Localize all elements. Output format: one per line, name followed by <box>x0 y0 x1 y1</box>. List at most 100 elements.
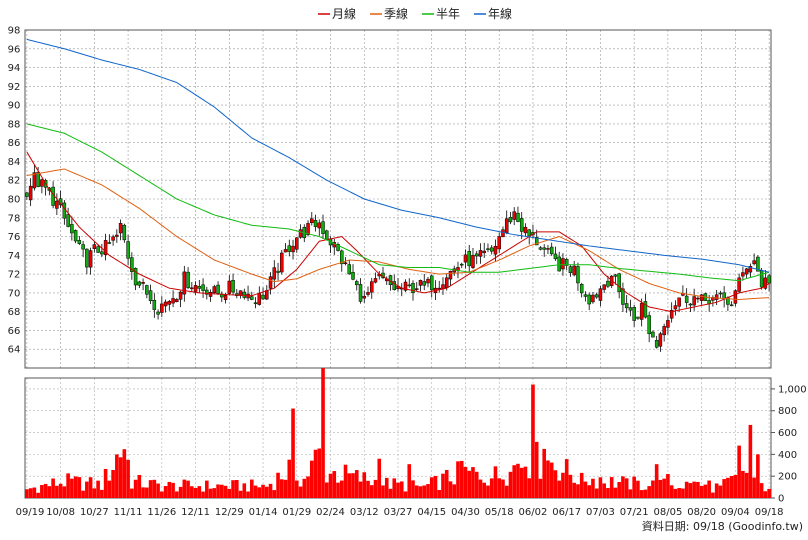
candle-down <box>156 311 160 315</box>
date-tick-label: 01/29 <box>282 507 311 518</box>
volume-bar <box>193 487 198 498</box>
volume-bar <box>471 467 475 498</box>
volume-bar <box>223 485 228 498</box>
volume-bar <box>744 472 749 498</box>
volume-bar <box>287 459 292 498</box>
volume-bar <box>726 477 730 498</box>
candle-up <box>677 297 681 307</box>
candle-down <box>617 273 621 293</box>
candle-down <box>287 245 292 252</box>
candle-down <box>624 303 629 309</box>
volume-bar <box>351 473 355 498</box>
candle-up <box>40 179 44 187</box>
volume-bar <box>688 483 693 498</box>
candle-down <box>231 279 235 293</box>
volume-bar <box>126 459 130 498</box>
volume-bar <box>358 481 363 498</box>
candle-down <box>62 202 67 219</box>
candle-down <box>553 253 558 260</box>
candle-down <box>542 247 546 250</box>
volume-bar <box>621 476 625 498</box>
date-tick-label: 12/11 <box>181 507 210 518</box>
candle-down <box>197 286 202 289</box>
candle-down <box>242 291 247 298</box>
price-tick-label: 74 <box>8 251 21 262</box>
volume-bar <box>220 484 224 498</box>
volume-bar <box>658 479 663 498</box>
candle-up <box>744 268 749 275</box>
candle-up <box>699 294 704 301</box>
candle-up <box>546 248 550 250</box>
candle-down <box>632 307 636 321</box>
volume-bar <box>205 480 209 498</box>
candle-down <box>628 307 633 311</box>
candle-up <box>572 265 576 276</box>
candle-down <box>85 248 89 268</box>
ma-line-半年 <box>26 123 770 282</box>
volume-bar <box>433 475 438 498</box>
volume-bar <box>643 489 648 498</box>
volume-bar <box>246 491 250 498</box>
volume-bar <box>354 470 359 498</box>
volume-bar <box>156 483 160 498</box>
volume-bar <box>283 479 288 498</box>
volume-tick-label: 0 <box>778 494 784 505</box>
axes: 64 66 68 70 72 74 76 78 80 82 84 86 88 90 92 94 96 98 0 200… <box>8 26 807 519</box>
candle-up <box>463 254 468 263</box>
volume-bar <box>51 478 55 498</box>
candle-down <box>351 272 355 280</box>
volume-bar <box>429 477 434 498</box>
price-tick-label: 90 <box>8 101 21 112</box>
volume-bar <box>66 473 70 498</box>
candle-down <box>688 303 693 306</box>
price-tick-label: 64 <box>8 345 21 356</box>
volume-bar <box>272 490 277 498</box>
candle-down <box>474 253 479 257</box>
candle-down <box>250 296 254 300</box>
volume-bar <box>384 477 389 498</box>
volume-bar <box>298 486 303 498</box>
volume-bar <box>594 488 599 498</box>
volume-bar <box>339 480 344 498</box>
candle-down <box>422 281 426 286</box>
price-tick-label: 92 <box>8 82 21 93</box>
date-tick-label: 12/29 <box>215 507 244 518</box>
candle-down <box>647 315 651 335</box>
volume-bar <box>28 488 33 498</box>
candle-up <box>696 297 700 300</box>
candle-up <box>658 333 663 347</box>
volume-bar <box>587 485 591 498</box>
candle-up <box>118 223 123 234</box>
volume-bar <box>426 484 430 498</box>
volume-bar <box>257 487 262 498</box>
volume-bar <box>666 474 670 498</box>
candle-up <box>291 245 295 253</box>
volume-bar <box>714 483 719 498</box>
volume-bar <box>722 479 726 498</box>
candle-up <box>182 271 187 295</box>
candle-down <box>392 281 397 291</box>
volume-bar <box>579 472 584 498</box>
volume-bar <box>542 448 547 498</box>
candle-up <box>362 295 367 299</box>
candle-down <box>527 229 531 237</box>
volume-bar <box>145 487 149 498</box>
candle-up <box>418 280 423 286</box>
volume-bar <box>261 484 265 498</box>
candle-down <box>137 281 142 286</box>
volume-tick-label: 400 <box>778 450 797 461</box>
volume-bar <box>343 464 348 498</box>
volume-bar <box>568 474 573 498</box>
date-tick-label: 03/12 <box>350 507 379 518</box>
candle-up <box>160 303 164 313</box>
candle-down <box>145 285 149 295</box>
volume-bar <box>328 473 333 498</box>
candle-up <box>190 287 194 290</box>
candle-down <box>767 275 771 284</box>
volume-bar <box>519 467 524 498</box>
price-tick-label: 96 <box>8 44 21 55</box>
volume-bar <box>88 477 93 498</box>
candle-up <box>212 286 217 293</box>
volume-bar <box>36 492 40 498</box>
